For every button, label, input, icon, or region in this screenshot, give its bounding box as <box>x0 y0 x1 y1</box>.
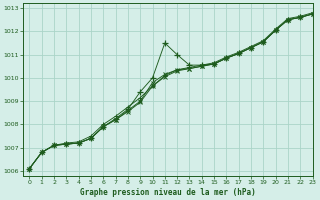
X-axis label: Graphe pression niveau de la mer (hPa): Graphe pression niveau de la mer (hPa) <box>80 188 256 197</box>
